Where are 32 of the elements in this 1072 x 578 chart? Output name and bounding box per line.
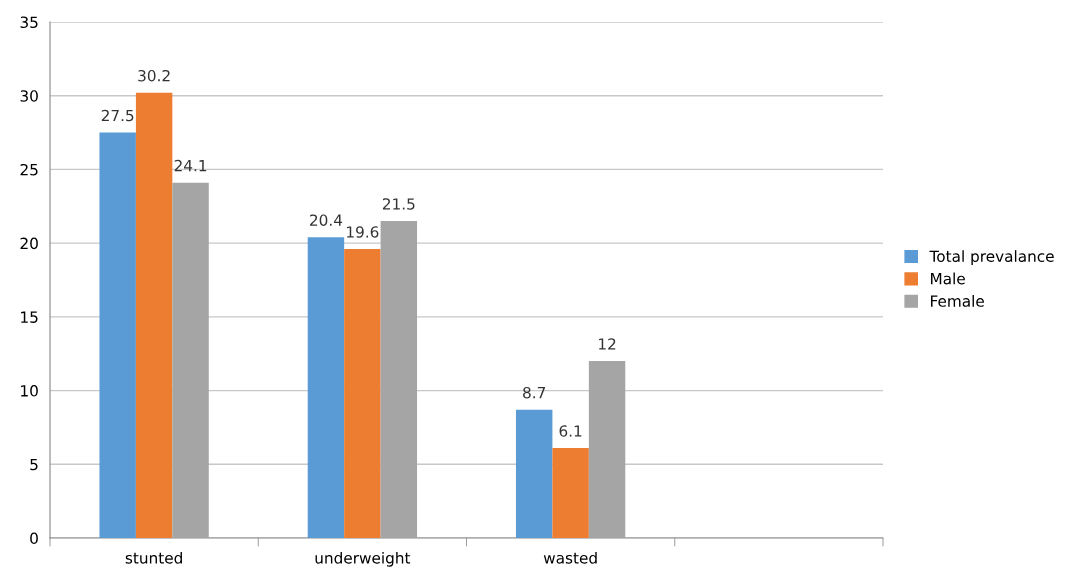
legend-label: Female: [931, 295, 984, 307]
bar: [135, 92, 173, 538]
bar: [380, 221, 418, 538]
y-tick-label: 30: [20, 90, 38, 102]
y-tick-label: 35: [20, 16, 38, 29]
data-label: 27.5: [101, 109, 134, 122]
bar: [588, 361, 626, 538]
data-label: 19.6: [347, 226, 379, 238]
y-tick-label: 20: [20, 237, 38, 250]
data-label: 20.4: [310, 214, 343, 226]
y-tick-label: 10: [21, 385, 38, 397]
y-tick-label: 25: [20, 163, 38, 176]
legend-label: Total prevalance: [929, 250, 1054, 265]
y-tick-label: 0: [30, 532, 38, 545]
bar: [552, 448, 589, 538]
y-tick-label: 5: [30, 458, 38, 471]
x-tick-label: stunted: [125, 551, 182, 564]
bar: [172, 182, 209, 538]
data-label: 12: [599, 338, 616, 350]
bar: [344, 249, 381, 538]
bar: [515, 409, 553, 538]
y-tick-label: 15: [21, 311, 38, 323]
data-label: 30.2: [138, 69, 170, 82]
data-label: 21.5: [382, 198, 415, 210]
data-label: 6.1: [559, 425, 582, 437]
legend-label: Male: [931, 272, 965, 285]
bar: [307, 237, 345, 538]
data-label: 8.7: [523, 386, 546, 399]
x-tick-label: wasted: [543, 551, 597, 564]
x-tick-label: underweight: [315, 551, 411, 567]
bar: [99, 132, 136, 538]
data-label: 24.1: [174, 159, 207, 172]
